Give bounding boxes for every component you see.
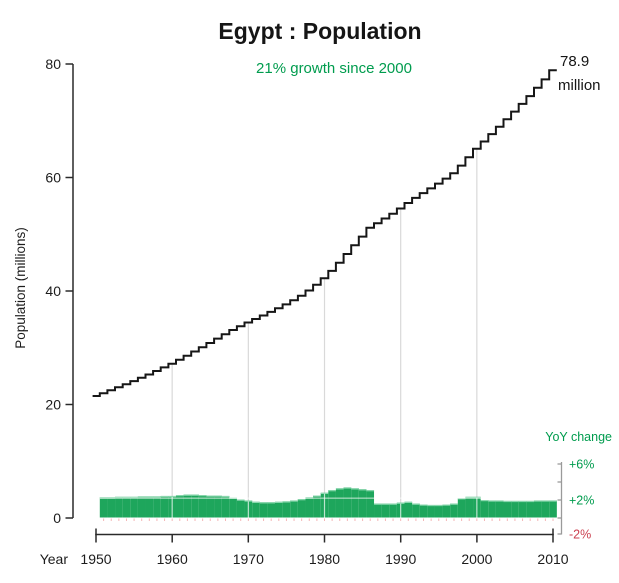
y-axis-title: Population (millions) xyxy=(13,227,28,349)
yoy-bar xyxy=(412,503,420,518)
yoy-bar xyxy=(153,496,161,518)
population-step-line xyxy=(92,69,557,397)
x-tick-label-1960: 1960 xyxy=(157,551,188,567)
yoy-bar xyxy=(99,497,108,518)
chart-title: Egypt : Population xyxy=(218,18,421,44)
yoy-bar xyxy=(549,500,557,518)
yoy-bar xyxy=(358,489,367,518)
yoy-bar xyxy=(107,497,116,518)
yoy-bar xyxy=(305,497,314,518)
yoy-bar xyxy=(419,504,428,518)
yoy-bar xyxy=(533,500,542,518)
y-tick-label-0: 0 xyxy=(53,510,61,526)
yoy-bar xyxy=(290,500,298,518)
x-axis xyxy=(95,528,554,543)
yoy-bar xyxy=(442,504,451,518)
yoy-bar xyxy=(297,499,306,518)
yoy-bar xyxy=(351,488,359,518)
yoy-bar xyxy=(427,504,435,518)
yoy-bar xyxy=(328,490,336,518)
yoy-bar xyxy=(366,490,375,518)
yoy-bar xyxy=(175,495,184,518)
y-tick-label-60: 60 xyxy=(45,170,61,186)
yoy-bar xyxy=(374,503,382,518)
yoy-bar xyxy=(503,500,512,518)
yoy-bar xyxy=(404,501,413,518)
yoy-bar xyxy=(313,495,321,518)
yoy-bar xyxy=(183,494,192,518)
yoy-bar xyxy=(511,500,519,518)
yoy-tick-label-plus6: +6% xyxy=(569,458,594,472)
yoy-bar xyxy=(130,496,138,518)
yoy-bar xyxy=(343,487,352,518)
yoy-tick-label-plus2: +2% xyxy=(569,494,594,508)
yoy-bar xyxy=(160,495,169,518)
yoy-bar xyxy=(137,496,146,518)
yoy-axis xyxy=(557,462,563,535)
yoy-bar xyxy=(434,504,443,518)
yoy-bar xyxy=(450,503,458,518)
yoy-bar xyxy=(145,496,154,518)
yoy-bar xyxy=(465,496,474,518)
yoy-bar xyxy=(518,500,527,518)
yoy-bar xyxy=(259,502,268,518)
yoy-bar xyxy=(214,495,222,518)
yoy-bar xyxy=(389,503,397,518)
x-tick-label-1970: 1970 xyxy=(233,551,264,567)
yoy-bar xyxy=(267,502,276,518)
yoy-bar xyxy=(381,503,390,518)
x-tick-label-1950: 1950 xyxy=(80,551,111,567)
yoy-bar xyxy=(335,488,344,518)
yoy-bar xyxy=(229,497,237,518)
population-y-axis xyxy=(65,63,74,519)
yoy-axis-label: YoY change xyxy=(545,430,612,444)
x-tick-label-2000: 2000 xyxy=(461,551,492,567)
end-value-label: 78.9 xyxy=(560,53,589,70)
x-tick-label-1980: 1980 xyxy=(309,551,340,567)
yoy-bar xyxy=(236,499,245,518)
yoy-bar xyxy=(495,500,504,518)
yoy-bar xyxy=(526,500,534,518)
yoy-bar xyxy=(198,495,207,518)
yoy-bar xyxy=(480,500,489,518)
yoy-bar xyxy=(122,496,131,518)
yoy-bar xyxy=(541,500,550,518)
yoy-bar xyxy=(457,498,466,518)
yoy-bar xyxy=(252,501,260,518)
y-tick-label-40: 40 xyxy=(45,283,61,299)
yoy-bar xyxy=(206,495,215,518)
x-tick-label-1990: 1990 xyxy=(385,551,416,567)
chart-subtitle: 21% growth since 2000 xyxy=(256,60,412,77)
yoy-bar xyxy=(221,495,230,518)
yoy-bar xyxy=(282,501,291,518)
end-unit-label: million xyxy=(558,77,601,94)
yoy-bar xyxy=(191,494,199,518)
y-tick-label-20: 20 xyxy=(45,397,61,413)
y-tick-label-80: 80 xyxy=(45,56,61,72)
generated-marks xyxy=(92,69,557,521)
yoy-bar xyxy=(115,496,123,518)
x-tick-label-2010: 2010 xyxy=(537,551,568,567)
x-axis-title: Year xyxy=(40,551,69,567)
yoy-tick-label-minus2: -2% xyxy=(569,528,591,542)
yoy-bar xyxy=(274,501,283,518)
yoy-bar xyxy=(488,500,496,518)
